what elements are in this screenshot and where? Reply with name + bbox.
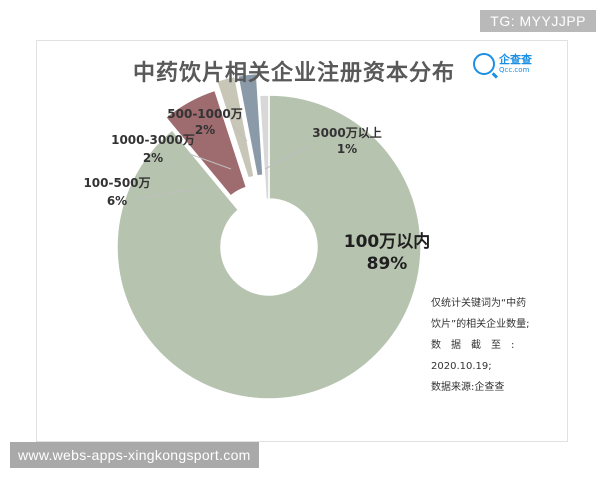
slice-category-label: 100-500万 (83, 176, 150, 190)
slice-value-label: 1% (337, 142, 357, 156)
note-line: 仅统计关键词为“中药 (431, 298, 527, 309)
watermark-url: www.webs-apps-xingkongsport.com (10, 442, 259, 468)
donut-chart: 100万以内89%100-500万6%1000-3000万2%500-1000万… (83, 72, 431, 400)
chart-title: 中药饮片相关企业注册资本分布 (133, 61, 456, 86)
brand-name: 企查查 (499, 53, 532, 66)
slice-value-label: 6% (107, 194, 127, 208)
note-line: 数据来源:企查查 (431, 382, 505, 393)
leader-line (136, 188, 196, 200)
leader-line (232, 125, 248, 142)
leader-line (264, 144, 312, 170)
pie-slice (215, 75, 255, 180)
slice-category-label: 500-1000万 (167, 107, 242, 121)
pie-slice (258, 94, 270, 200)
slice-category-label: 1000-3000万 (111, 133, 195, 147)
leader-line (186, 152, 232, 170)
channel-tag: TG: MYYJJPP (480, 10, 596, 32)
note-line: 2020.10.19; (431, 361, 492, 372)
note-line: 饮片”的相关企业数量; (431, 319, 530, 330)
brand-logo: 企查查 Qcc.com (473, 53, 532, 75)
pie-slice (116, 94, 422, 400)
magnifier-icon (473, 53, 495, 75)
note-line: 数 据 截 至 : (431, 340, 515, 351)
pie-slice (237, 72, 264, 177)
slice-value-label: 2% (195, 123, 215, 137)
pie-slice (164, 89, 248, 198)
slice-category-label: 100万以内 (344, 231, 431, 252)
data-note: 仅统计关键词为“中药 饮片”的相关企业数量; 数 据 截 至 : 2020.10… (431, 293, 549, 398)
slice-value-label: 89% (367, 254, 408, 274)
slice-category-label: 3000万以上 (312, 125, 381, 140)
brand-domain: Qcc.com (499, 66, 530, 74)
chart-card: 100万以内 89% 100-500万 6% 1000-3000万 2% 500-1000万… (36, 40, 568, 442)
slice-value-label: 2% (143, 151, 163, 165)
